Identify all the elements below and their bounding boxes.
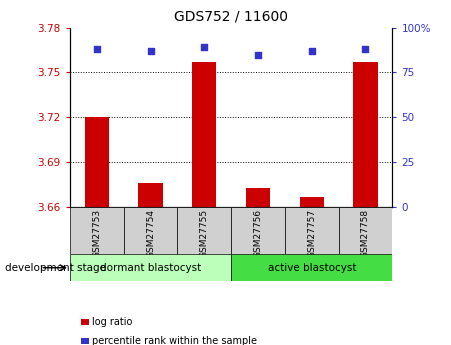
Bar — [339, 207, 392, 254]
Point — [254, 52, 262, 57]
Text: GSM27755: GSM27755 — [200, 209, 209, 258]
Text: percentile rank within the sample: percentile rank within the sample — [92, 336, 257, 345]
Text: GSM27753: GSM27753 — [92, 209, 101, 258]
Point — [308, 48, 315, 54]
Bar — [177, 207, 231, 254]
Point — [362, 46, 369, 52]
Title: GDS752 / 11600: GDS752 / 11600 — [174, 10, 288, 24]
Point — [147, 48, 154, 54]
Bar — [354, 62, 377, 207]
Text: GSM27754: GSM27754 — [146, 209, 155, 258]
Text: GSM27758: GSM27758 — [361, 209, 370, 258]
Text: GSM27756: GSM27756 — [253, 209, 262, 258]
Text: development stage: development stage — [5, 263, 106, 273]
Bar — [299, 197, 324, 207]
Bar — [246, 188, 270, 207]
Bar — [231, 207, 285, 254]
Bar — [70, 254, 231, 281]
Bar — [124, 207, 177, 254]
Point — [93, 46, 101, 52]
Bar — [285, 207, 339, 254]
Bar — [85, 117, 109, 207]
Point — [201, 45, 208, 50]
Bar — [231, 254, 392, 281]
Bar — [138, 183, 163, 207]
Text: log ratio: log ratio — [92, 317, 132, 327]
Text: active blastocyst: active blastocyst — [267, 263, 356, 273]
Bar — [70, 207, 124, 254]
Text: dormant blastocyst: dormant blastocyst — [100, 263, 201, 273]
Bar — [192, 62, 216, 207]
Text: GSM27757: GSM27757 — [307, 209, 316, 258]
